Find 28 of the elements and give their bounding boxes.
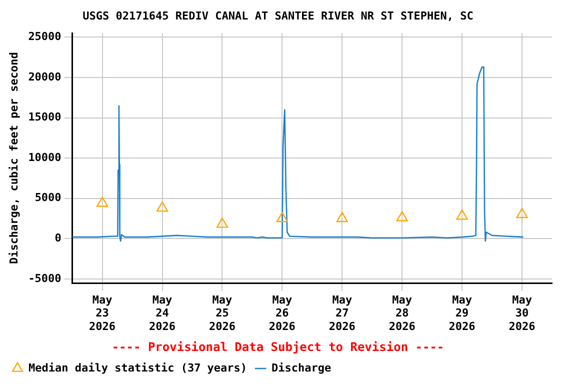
y-tick-label: 10000 xyxy=(28,150,62,164)
point xyxy=(396,211,408,222)
y-tick-label: -5000 xyxy=(28,272,62,285)
y-tick-label: 20000 xyxy=(28,70,62,84)
y-tick-label: 25000 xyxy=(28,30,62,44)
x-tick-label: May 24 2026 xyxy=(149,293,176,333)
text: ---- Provisional Data Subject to Revision ---- xyxy=(112,340,444,354)
x-tick-label: May 26 2026 xyxy=(268,293,296,333)
point xyxy=(156,201,168,212)
y-tick-label: 0 xyxy=(54,232,62,245)
x-tick-label: May 28 2026 xyxy=(388,293,416,333)
y-tick-label: 5000 xyxy=(34,191,62,204)
point xyxy=(516,208,528,218)
x-tick-label: May 25 2026 xyxy=(208,293,236,333)
point xyxy=(336,212,348,222)
point xyxy=(216,218,228,228)
chart-title: USGS 02171645 REDIV CANAL AT SANTEE RIVER NR ST STEPHEN, SC xyxy=(82,9,474,22)
x-tick-label: May 30 2026 xyxy=(508,293,536,333)
point xyxy=(276,212,288,222)
legend-label: Discharge xyxy=(272,361,332,374)
x-tick-label: May 23 2026 xyxy=(89,293,116,333)
point xyxy=(96,196,108,207)
y-tick-label: 15000 xyxy=(28,110,62,124)
x-tick-label: May 27 2026 xyxy=(328,293,356,333)
x-tick-label: May 29 2026 xyxy=(448,293,476,333)
legend-label: Median daily statistic (37 years) xyxy=(28,361,248,374)
y-axis-title: Discharge, cubic feet per second xyxy=(7,52,20,264)
point xyxy=(456,210,468,220)
